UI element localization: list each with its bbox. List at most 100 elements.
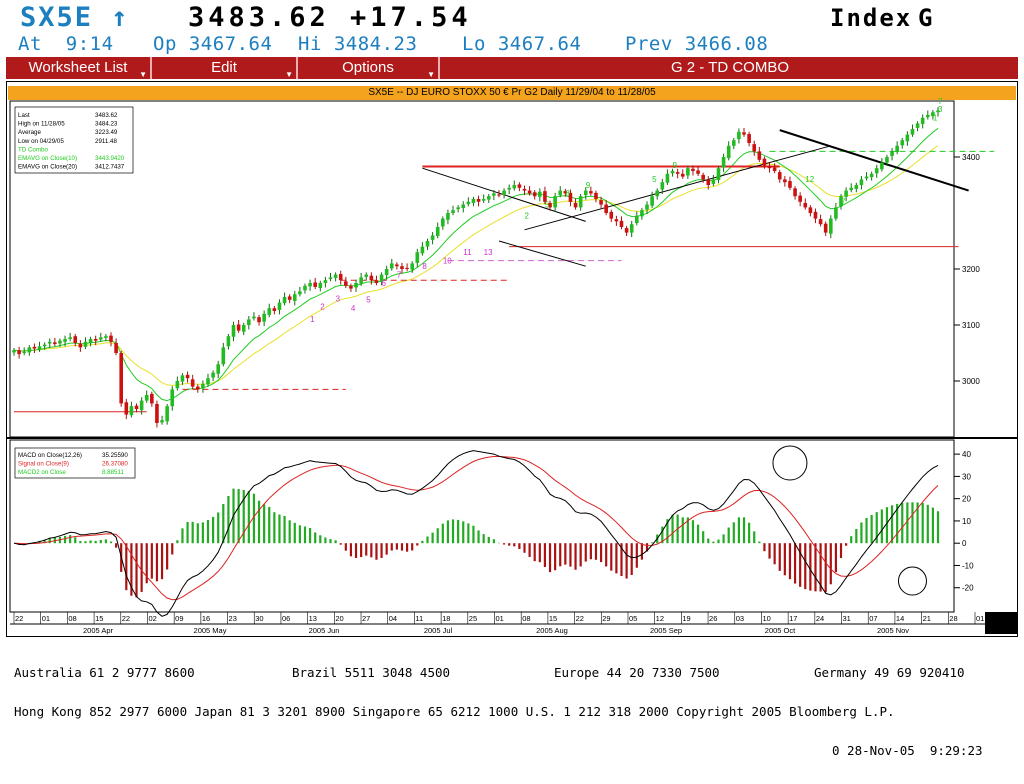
candle-body xyxy=(313,282,317,287)
candle-body xyxy=(430,235,435,240)
candle-body xyxy=(629,224,634,233)
candle-body xyxy=(17,350,21,355)
candle-body xyxy=(507,187,511,190)
candle-body xyxy=(716,168,721,180)
candle-body xyxy=(874,168,879,174)
month-label: 2005 Jul xyxy=(424,626,453,635)
edit-label: Edit xyxy=(211,59,237,76)
candle-body xyxy=(226,336,231,347)
candle-body xyxy=(359,277,363,284)
footer-europe: Europe 44 20 7330 7500 xyxy=(554,665,720,680)
footer-line-1: Australia 61 2 9777 8600 Brazil 5511 304… xyxy=(14,666,1014,679)
macd-tick-label: 0 xyxy=(962,539,967,548)
candle-body xyxy=(185,374,190,379)
candle-body xyxy=(303,285,307,291)
candle-body xyxy=(752,144,757,152)
x-tick-label: 19 xyxy=(682,614,690,623)
worksheet-list-menu[interactable]: Worksheet List ▼ xyxy=(6,57,152,79)
footer-line-3: 0 28-Nov-05 9:29:23 xyxy=(14,744,1014,757)
candle-body xyxy=(58,340,62,344)
chart-title: SX5E -- DJ EURO STOXX 50 € Pr G2 Daily 1… xyxy=(8,86,1016,100)
td-count-label: 3 xyxy=(938,105,943,114)
candle-body xyxy=(803,202,808,208)
month-label: 2005 Oct xyxy=(765,626,796,635)
candle-body xyxy=(267,308,272,315)
candle-body xyxy=(308,283,312,287)
x-tick-label: 03 xyxy=(736,614,744,623)
candle-body xyxy=(737,131,741,140)
legend-label: Average xyxy=(18,129,41,136)
x-tick-label: 12 xyxy=(656,614,664,623)
candle-body xyxy=(272,308,277,311)
candle-body xyxy=(839,196,843,207)
candle-body xyxy=(619,220,624,227)
x-tick-label: 11 xyxy=(415,614,423,623)
month-label: 2005 Apr xyxy=(83,626,114,635)
menu-bar: Worksheet List ▼ Edit ▼ Options ▼ G 2 - … xyxy=(6,57,1018,79)
td-count-label: 5 xyxy=(652,175,657,184)
candle-body xyxy=(364,274,369,277)
candle-body xyxy=(344,281,348,286)
candle-body xyxy=(936,110,940,113)
candle-body xyxy=(568,192,573,202)
index-label: Index xyxy=(830,4,913,32)
x-tick-label: 25 xyxy=(469,614,477,623)
candle-body xyxy=(206,378,210,385)
candle-body xyxy=(374,280,379,283)
month-label: 2005 Aug xyxy=(536,626,568,635)
legend-value: 3483.62 xyxy=(95,112,118,119)
candle-body xyxy=(614,219,619,222)
candle-body xyxy=(405,267,409,269)
candle-body xyxy=(543,191,547,202)
candle-body xyxy=(563,191,568,194)
ticker-symbol[interactable]: SX5E ↑ xyxy=(20,2,130,33)
candle-body xyxy=(900,140,905,146)
footer-line-2: Hong Kong 852 2977 6000 Japan 81 3 3201 … xyxy=(14,705,1014,718)
candle-body xyxy=(492,193,496,196)
x-tick-label: 07 xyxy=(869,614,877,623)
legend-value: 26.37080 xyxy=(102,461,128,468)
x-tick-label: 23 xyxy=(229,614,237,623)
macd-line xyxy=(13,450,939,617)
candle-body xyxy=(109,335,113,342)
footer-timestamp: 0 28-Nov-05 9:29:23 xyxy=(832,743,983,758)
index-key[interactable]: G xyxy=(918,4,933,32)
footer-brazil: Brazil 5511 3048 4500 xyxy=(292,665,451,680)
candle-body xyxy=(170,389,175,407)
candle-body xyxy=(236,324,241,331)
edit-menu[interactable]: Edit ▼ xyxy=(152,57,298,79)
quote-low: Lo 3467.64 xyxy=(462,33,582,55)
candle-body xyxy=(558,190,563,196)
candle-body xyxy=(670,171,675,174)
candle-body xyxy=(277,302,282,310)
candle-body xyxy=(844,190,848,197)
last-price-change: 3483.62 +17.54 xyxy=(188,2,472,33)
candle-body xyxy=(124,402,129,415)
footer-contacts: Hong Kong 852 2977 6000 Japan 81 3 3201 … xyxy=(14,704,895,719)
candle-body xyxy=(583,190,588,196)
candle-body xyxy=(318,283,323,289)
trend-line xyxy=(524,145,831,231)
candle-body xyxy=(471,199,476,203)
candle-body xyxy=(890,151,894,156)
candle-body xyxy=(180,375,185,382)
candle-body xyxy=(221,347,226,365)
x-tick-label: 14 xyxy=(896,614,904,623)
candle-body xyxy=(32,346,37,349)
candle-body xyxy=(446,213,450,220)
td-count-label: 5 xyxy=(366,296,371,305)
price-tick-label: 3000 xyxy=(962,377,980,386)
candle-body xyxy=(53,342,57,345)
td-count-label: 8 xyxy=(565,189,570,198)
price-tick-label: 3200 xyxy=(962,265,980,274)
candle-body xyxy=(451,210,455,213)
candle-body xyxy=(880,162,884,170)
options-menu[interactable]: Options ▼ xyxy=(298,57,440,79)
candle-body xyxy=(777,172,782,180)
candle-body xyxy=(298,291,302,295)
candle-body xyxy=(78,343,83,348)
x-tick-label: 16 xyxy=(202,614,210,623)
candle-body xyxy=(686,168,690,176)
candle-body xyxy=(849,187,854,191)
